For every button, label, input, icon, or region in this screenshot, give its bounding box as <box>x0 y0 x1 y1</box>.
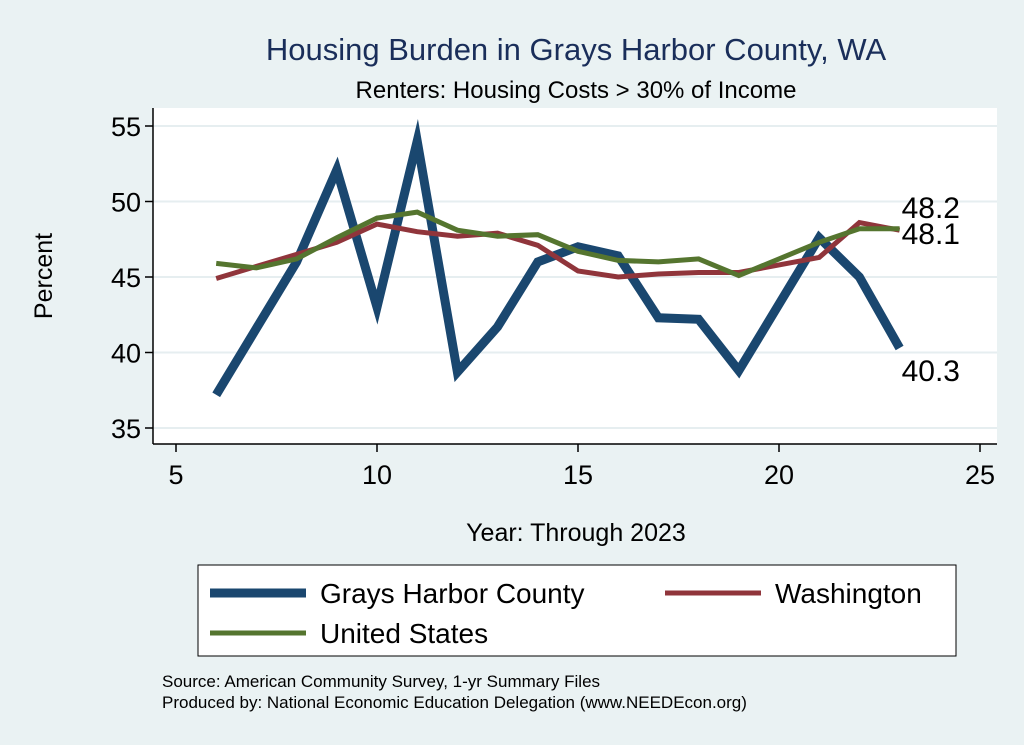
x-axis-label: Year: Through 2023 <box>466 519 686 547</box>
producer-note: Produced by: National Economic Education… <box>162 693 747 712</box>
x-tick-label-15: 15 <box>563 460 593 490</box>
y-tick-label-45: 45 <box>111 263 141 293</box>
y-tick-label-55: 55 <box>111 112 141 142</box>
legend-label-united-states: United States <box>320 618 488 649</box>
chart-title: Housing Burden in Grays Harbor County, W… <box>266 32 887 67</box>
end-labels: 48.248.1 40.3 <box>902 192 960 388</box>
x-tick-label-5: 5 <box>168 460 183 490</box>
y-tick-label-40: 40 <box>111 339 141 369</box>
series-lines <box>212 118 904 398</box>
end-label-washington: 48.1 <box>902 218 960 251</box>
x-tick-label-20: 20 <box>764 460 794 490</box>
legend-label-grays-harbor-county: Grays Harbor County <box>320 578 585 609</box>
legend: Grays Harbor County Washington United Stat… <box>210 578 922 649</box>
legend-label-washington: Washington <box>775 578 922 609</box>
end-label-united-states: 48.2 <box>902 192 960 225</box>
source-note: Source: American Community Survey, 1-yr … <box>162 672 600 691</box>
y-tick-label-50: 50 <box>111 188 141 218</box>
legend-box <box>197 564 957 657</box>
end-label-grays-harbor-county: 40.3 <box>902 355 960 388</box>
x-tick-label-10: 10 <box>362 460 392 490</box>
y-axis-label: Percent <box>30 233 58 319</box>
series-line-united-states <box>215 209 900 279</box>
y-tick-label-35: 35 <box>111 414 141 444</box>
series-line-grays-harbor-county <box>212 118 904 398</box>
series-line-washington <box>215 219 901 281</box>
chart-subtitle: Renters: Housing Costs > 30% of Income <box>356 77 797 104</box>
x-tick-label-25: 25 <box>965 460 995 490</box>
